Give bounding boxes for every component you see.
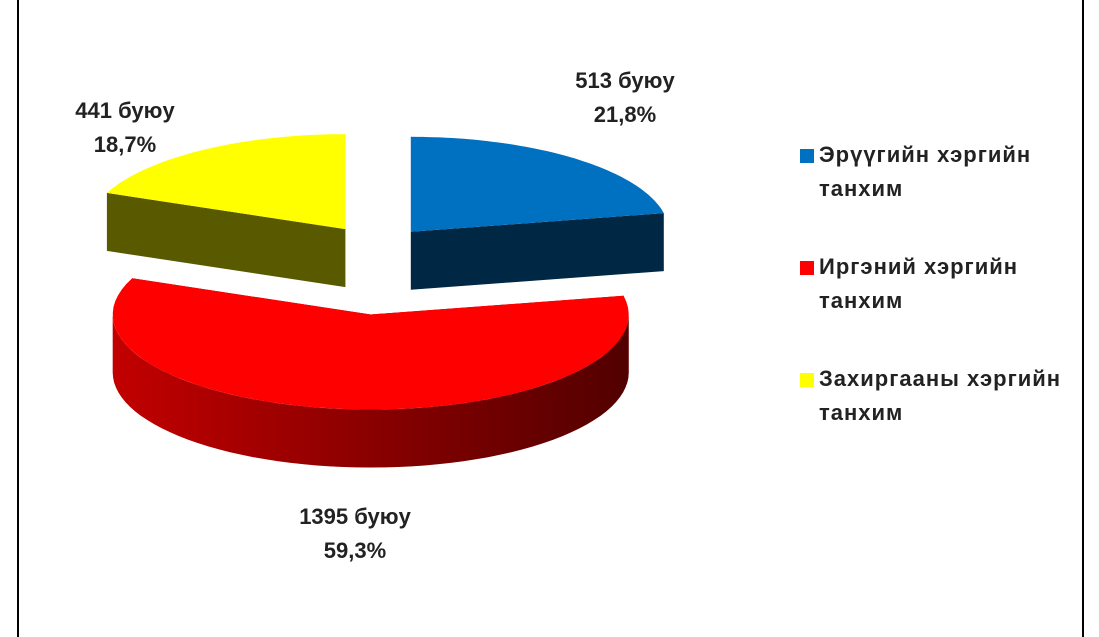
slice: [112, 278, 629, 410]
legend-label: Захиргааны хэргийн танхим: [819, 366, 1062, 425]
pie: 513 буюу 21,8% 1395 буюу 59,3% 441 буюу 18,7%: [75, 68, 675, 563]
legend-swatch: [800, 149, 814, 163]
data-label: 21,8%: [594, 102, 656, 127]
legend-label: Иргэний хэргийн танхим: [819, 254, 1019, 313]
legend-swatch: [800, 261, 814, 275]
legend-item: Захиргааны хэргийн танхим: [800, 362, 1070, 430]
slice: [410, 136, 664, 232]
data-label: 1395 буюу: [299, 504, 411, 529]
legend: Эрүүгийн хэргийн танхим Иргэний хэргийн т…: [800, 138, 1070, 474]
data-label: 18,7%: [94, 132, 156, 157]
legend-item: Эрүүгийн хэргийн танхим: [800, 138, 1070, 206]
data-label: 441 буюу: [75, 98, 175, 123]
slice-wall-shade: [112, 314, 629, 468]
slice-side: [106, 192, 346, 288]
slice: [106, 134, 346, 230]
legend-item: Иргэний хэргийн танхим: [800, 250, 1070, 318]
data-label: 59,3%: [324, 538, 386, 563]
legend-swatch: [800, 373, 814, 387]
slice-side: [410, 213, 664, 290]
data-label: 513 буюу: [575, 68, 675, 93]
legend-label: Эрүүгийн хэргийн танхим: [819, 142, 1032, 201]
